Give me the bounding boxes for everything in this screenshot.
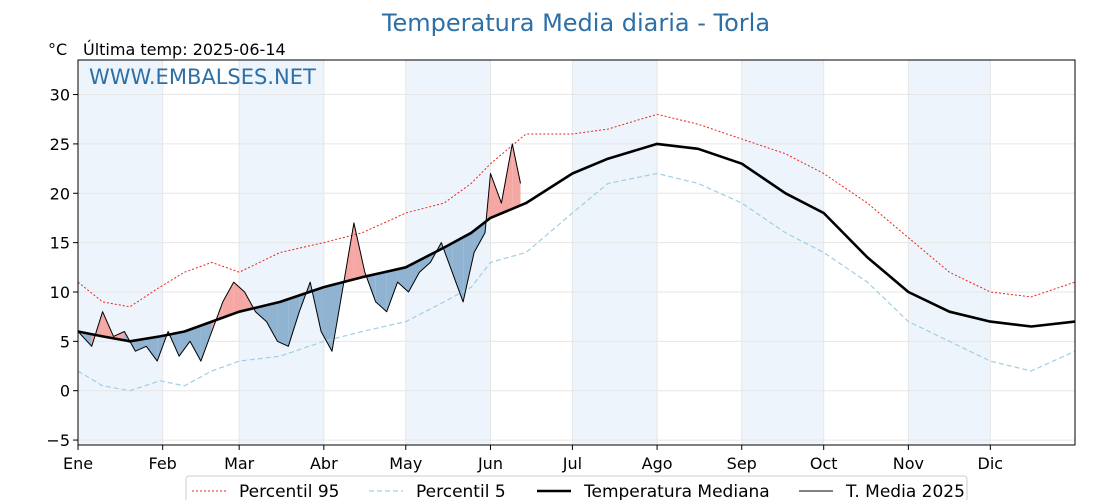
grid-lines xyxy=(77,60,1075,445)
legend: Percentil 95 Percentil 5 Temperatura Media… xyxy=(185,475,968,500)
fill-below-median xyxy=(255,305,267,322)
x-tick-label: Oct xyxy=(810,454,838,473)
y-tick-label: 30 xyxy=(50,86,70,105)
anomaly-fills xyxy=(78,143,521,362)
series-line xyxy=(77,143,521,362)
fill-below-median xyxy=(200,321,212,362)
legend-box xyxy=(185,475,968,500)
x-tick-label: Feb xyxy=(149,454,177,473)
x-tick-label: Dic xyxy=(978,454,1004,473)
fill-above-median xyxy=(512,143,521,209)
x-tick-label: Jun xyxy=(477,454,503,473)
y-tick-label: 0 xyxy=(60,382,70,401)
fill-below-median xyxy=(463,230,475,302)
fill-below-median xyxy=(135,338,147,352)
chart-title: Temperatura Media diaria - Torla xyxy=(381,9,770,37)
legend-label: T. Media 2025 xyxy=(845,482,965,500)
y-tick-label: 20 xyxy=(50,184,70,203)
legend-label: Percentil 5 xyxy=(416,482,506,500)
x-tick-label: Nov xyxy=(893,454,924,473)
legend-label: Temperatura Mediana xyxy=(583,482,770,500)
unit-label: °C xyxy=(48,40,67,59)
fill-above-median xyxy=(490,173,502,218)
x-tick-label: Sep xyxy=(727,454,757,473)
y-tick-label: −5 xyxy=(46,431,70,450)
month-band xyxy=(572,60,658,445)
fill-below-median xyxy=(375,271,387,312)
x-tick-label: Ago xyxy=(642,454,673,473)
fill-below-median xyxy=(288,295,300,347)
y-axis: −5 0 5 10 15 20 25 30 xyxy=(46,86,78,450)
y-tick-label: 10 xyxy=(50,283,70,302)
fill-below-median xyxy=(408,260,420,292)
fill-above-median xyxy=(222,282,234,318)
fill-below-median xyxy=(179,329,190,357)
month-band xyxy=(741,60,824,445)
watermark: WWW.EMBALSES.NET xyxy=(89,65,316,89)
fill-below-median xyxy=(146,336,158,362)
y-tick-label: 25 xyxy=(50,135,70,154)
x-tick-label: Abr xyxy=(310,454,338,473)
fill-below-median xyxy=(266,302,278,342)
series-line xyxy=(77,113,1076,308)
x-axis: Ene Feb Mar Abr May Jun Jul Ago Sep Oct Nov Dic xyxy=(63,445,1003,473)
month-band xyxy=(78,60,163,445)
x-tick-label: Ene xyxy=(63,454,93,473)
fill-below-median xyxy=(321,284,333,352)
x-tick-label: May xyxy=(389,454,422,473)
series-line xyxy=(77,172,1076,392)
last-temp-label: Última temp: 2025-06-14 xyxy=(83,40,286,59)
month-shading xyxy=(78,60,991,445)
fill-below-median xyxy=(277,299,289,347)
series-lines xyxy=(77,113,1076,392)
x-tick-label: Jul xyxy=(562,454,582,473)
month-band xyxy=(908,60,991,445)
y-tick-label: 5 xyxy=(60,332,70,351)
x-tick-label: Mar xyxy=(224,454,255,473)
plot-frame xyxy=(77,59,1076,446)
fill-below-median xyxy=(189,325,201,362)
legend-label: Percentil 95 xyxy=(239,482,339,500)
y-tick-label: 15 xyxy=(50,234,70,253)
fill-below-median xyxy=(397,265,409,292)
fill-below-median xyxy=(452,237,464,302)
series-line xyxy=(77,142,1076,343)
fill-below-median xyxy=(386,269,398,312)
